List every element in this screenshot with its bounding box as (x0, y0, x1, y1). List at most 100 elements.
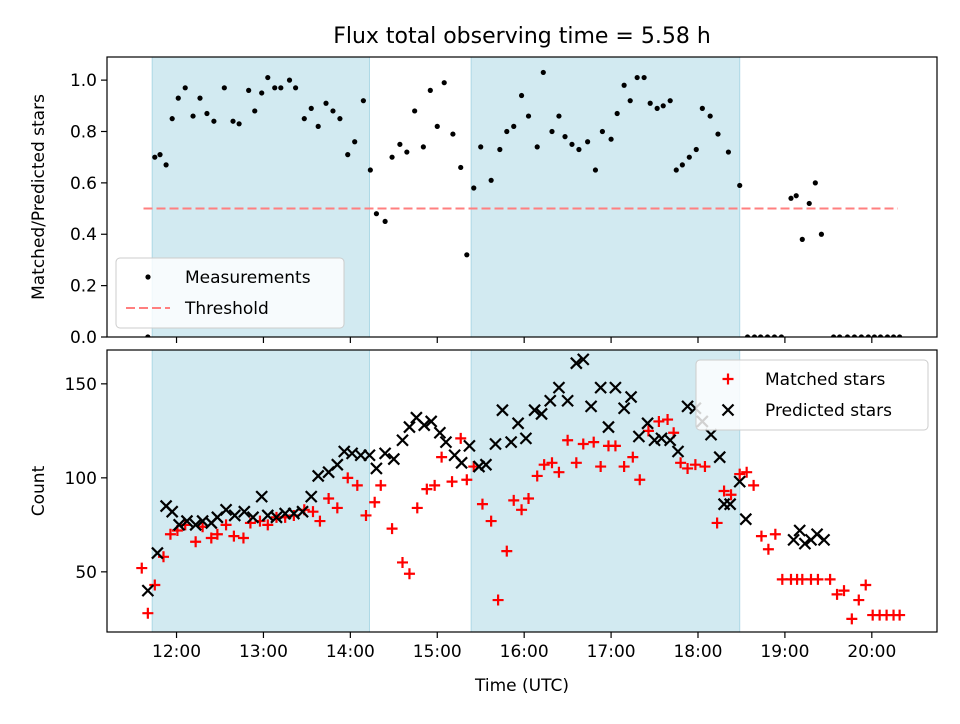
data-point-matched (149, 579, 161, 591)
x-tick-label: 15:00 (413, 642, 462, 662)
data-point-predicted (433, 426, 447, 439)
data-point-matched (142, 607, 154, 619)
legend-label: Measurements (185, 268, 311, 288)
data-point-measurement (412, 108, 418, 114)
data-point-matched (516, 504, 528, 516)
data-point-measurement (308, 105, 314, 111)
data-point-matched (220, 519, 232, 531)
data-point-matched (228, 530, 240, 542)
data-point-matched (523, 493, 535, 505)
data-point-measurement (190, 113, 196, 119)
data-point-measurement (608, 136, 614, 142)
data-point-matched (588, 436, 600, 448)
data-point-measurement (236, 121, 242, 127)
data-point-measurement (737, 182, 743, 189)
data-point-measurement (725, 149, 732, 155)
legend-label: Threshold (184, 299, 269, 319)
data-point-matched (642, 425, 654, 437)
data-point-predicted (424, 415, 438, 428)
data-point-measurement (830, 334, 837, 337)
data-point-measurement (576, 146, 582, 153)
data-point-measurement (197, 95, 203, 101)
data-point-predicted (723, 497, 737, 511)
data-point-measurement (367, 167, 373, 173)
data-point-matched (838, 585, 850, 597)
data-point-measurement (471, 185, 477, 191)
data-point-matched (446, 476, 458, 488)
data-point-predicted (602, 420, 615, 434)
data-point-measurement (699, 105, 705, 111)
data-point-matched (436, 451, 448, 463)
data-point-matched (396, 556, 408, 568)
data-point-predicted (496, 403, 509, 417)
data-point-measurement (404, 149, 410, 155)
y-tick-label: 0.0 (70, 328, 97, 348)
data-point-matched (538, 459, 550, 471)
data-point-measurement (315, 123, 321, 129)
data-point-measurement (497, 146, 503, 153)
data-point-predicted (417, 418, 431, 432)
data-point-matched (476, 498, 488, 510)
legend-box (695, 359, 929, 431)
data-point-predicted (609, 381, 622, 394)
data-point-matched (492, 594, 504, 606)
legend-marker-plus (722, 373, 734, 385)
x-axis-label: Time (UTC) (474, 676, 569, 696)
data-point-predicted (246, 511, 260, 524)
data-point-measurement (534, 144, 540, 150)
data-point-measurement (858, 334, 864, 337)
data-point-measurement (272, 85, 278, 91)
data-point-predicted (570, 356, 583, 370)
chart-title: Flux total observing time = 5.58 h (333, 24, 711, 49)
legend-label: Matched stars (765, 370, 885, 390)
data-point-matched (314, 515, 326, 527)
data-point-matched (375, 479, 387, 491)
data-point-predicted (489, 437, 502, 451)
data-point-measurement (634, 74, 640, 81)
data-point-predicted (396, 433, 409, 447)
data-point-measurement (679, 162, 685, 168)
data-point-matched (577, 438, 589, 450)
x-tick-label: 13:00 (239, 642, 288, 662)
data-point-matched (205, 532, 217, 544)
data-point-matched (369, 496, 381, 508)
y-tick-label: 100 (65, 469, 97, 489)
plot-layer: 0.0 0.2 0.4 0.6 0.8 1.0 Matched/Predicted star… (29, 56, 938, 662)
data-point-measurement (641, 74, 647, 81)
data-point-matched (351, 479, 363, 491)
data-point-measurement (488, 177, 494, 183)
data-point-matched (846, 613, 858, 625)
axes-frame (106, 56, 938, 338)
x-tick-label: 18:00 (673, 642, 722, 662)
data-point-measurement (751, 334, 758, 337)
data-point-measurement (382, 218, 388, 225)
x-tick-label: 20:00 (847, 642, 896, 662)
data-point-matched (360, 509, 372, 521)
data-point-predicted (228, 509, 242, 522)
data-point-measurement (799, 236, 805, 242)
data-point-predicted (641, 417, 654, 430)
x-tick-label: 12:00 (152, 642, 201, 662)
data-point-measurement (592, 167, 599, 173)
data-point-measurement (793, 193, 799, 199)
data-point-measurement (169, 116, 175, 122)
data-point-measurement (569, 141, 575, 147)
data-point-matched (734, 468, 746, 480)
data-point-matched (562, 434, 574, 446)
x-tick-label: 16:00 (500, 642, 549, 662)
data-point-measurement (890, 334, 897, 337)
data-point-measurement (844, 334, 851, 337)
data-point-predicted (528, 403, 541, 417)
data-point-measurement (230, 118, 236, 124)
data-point-measurement (337, 116, 343, 122)
data-point-measurement (707, 113, 713, 119)
data-point-measurement (865, 334, 871, 337)
data-point-matched (386, 523, 398, 535)
data-point-measurement (221, 85, 227, 91)
data-point-measurement (434, 123, 440, 129)
panel-1: 0.0 0.2 0.4 0.6 0.8 1.0 Matched/Predicted star… (29, 56, 938, 348)
data-point-measurement (464, 252, 470, 258)
data-point-measurement (757, 334, 764, 337)
data-point-measurement (265, 74, 271, 81)
data-point-measurement (556, 113, 562, 119)
